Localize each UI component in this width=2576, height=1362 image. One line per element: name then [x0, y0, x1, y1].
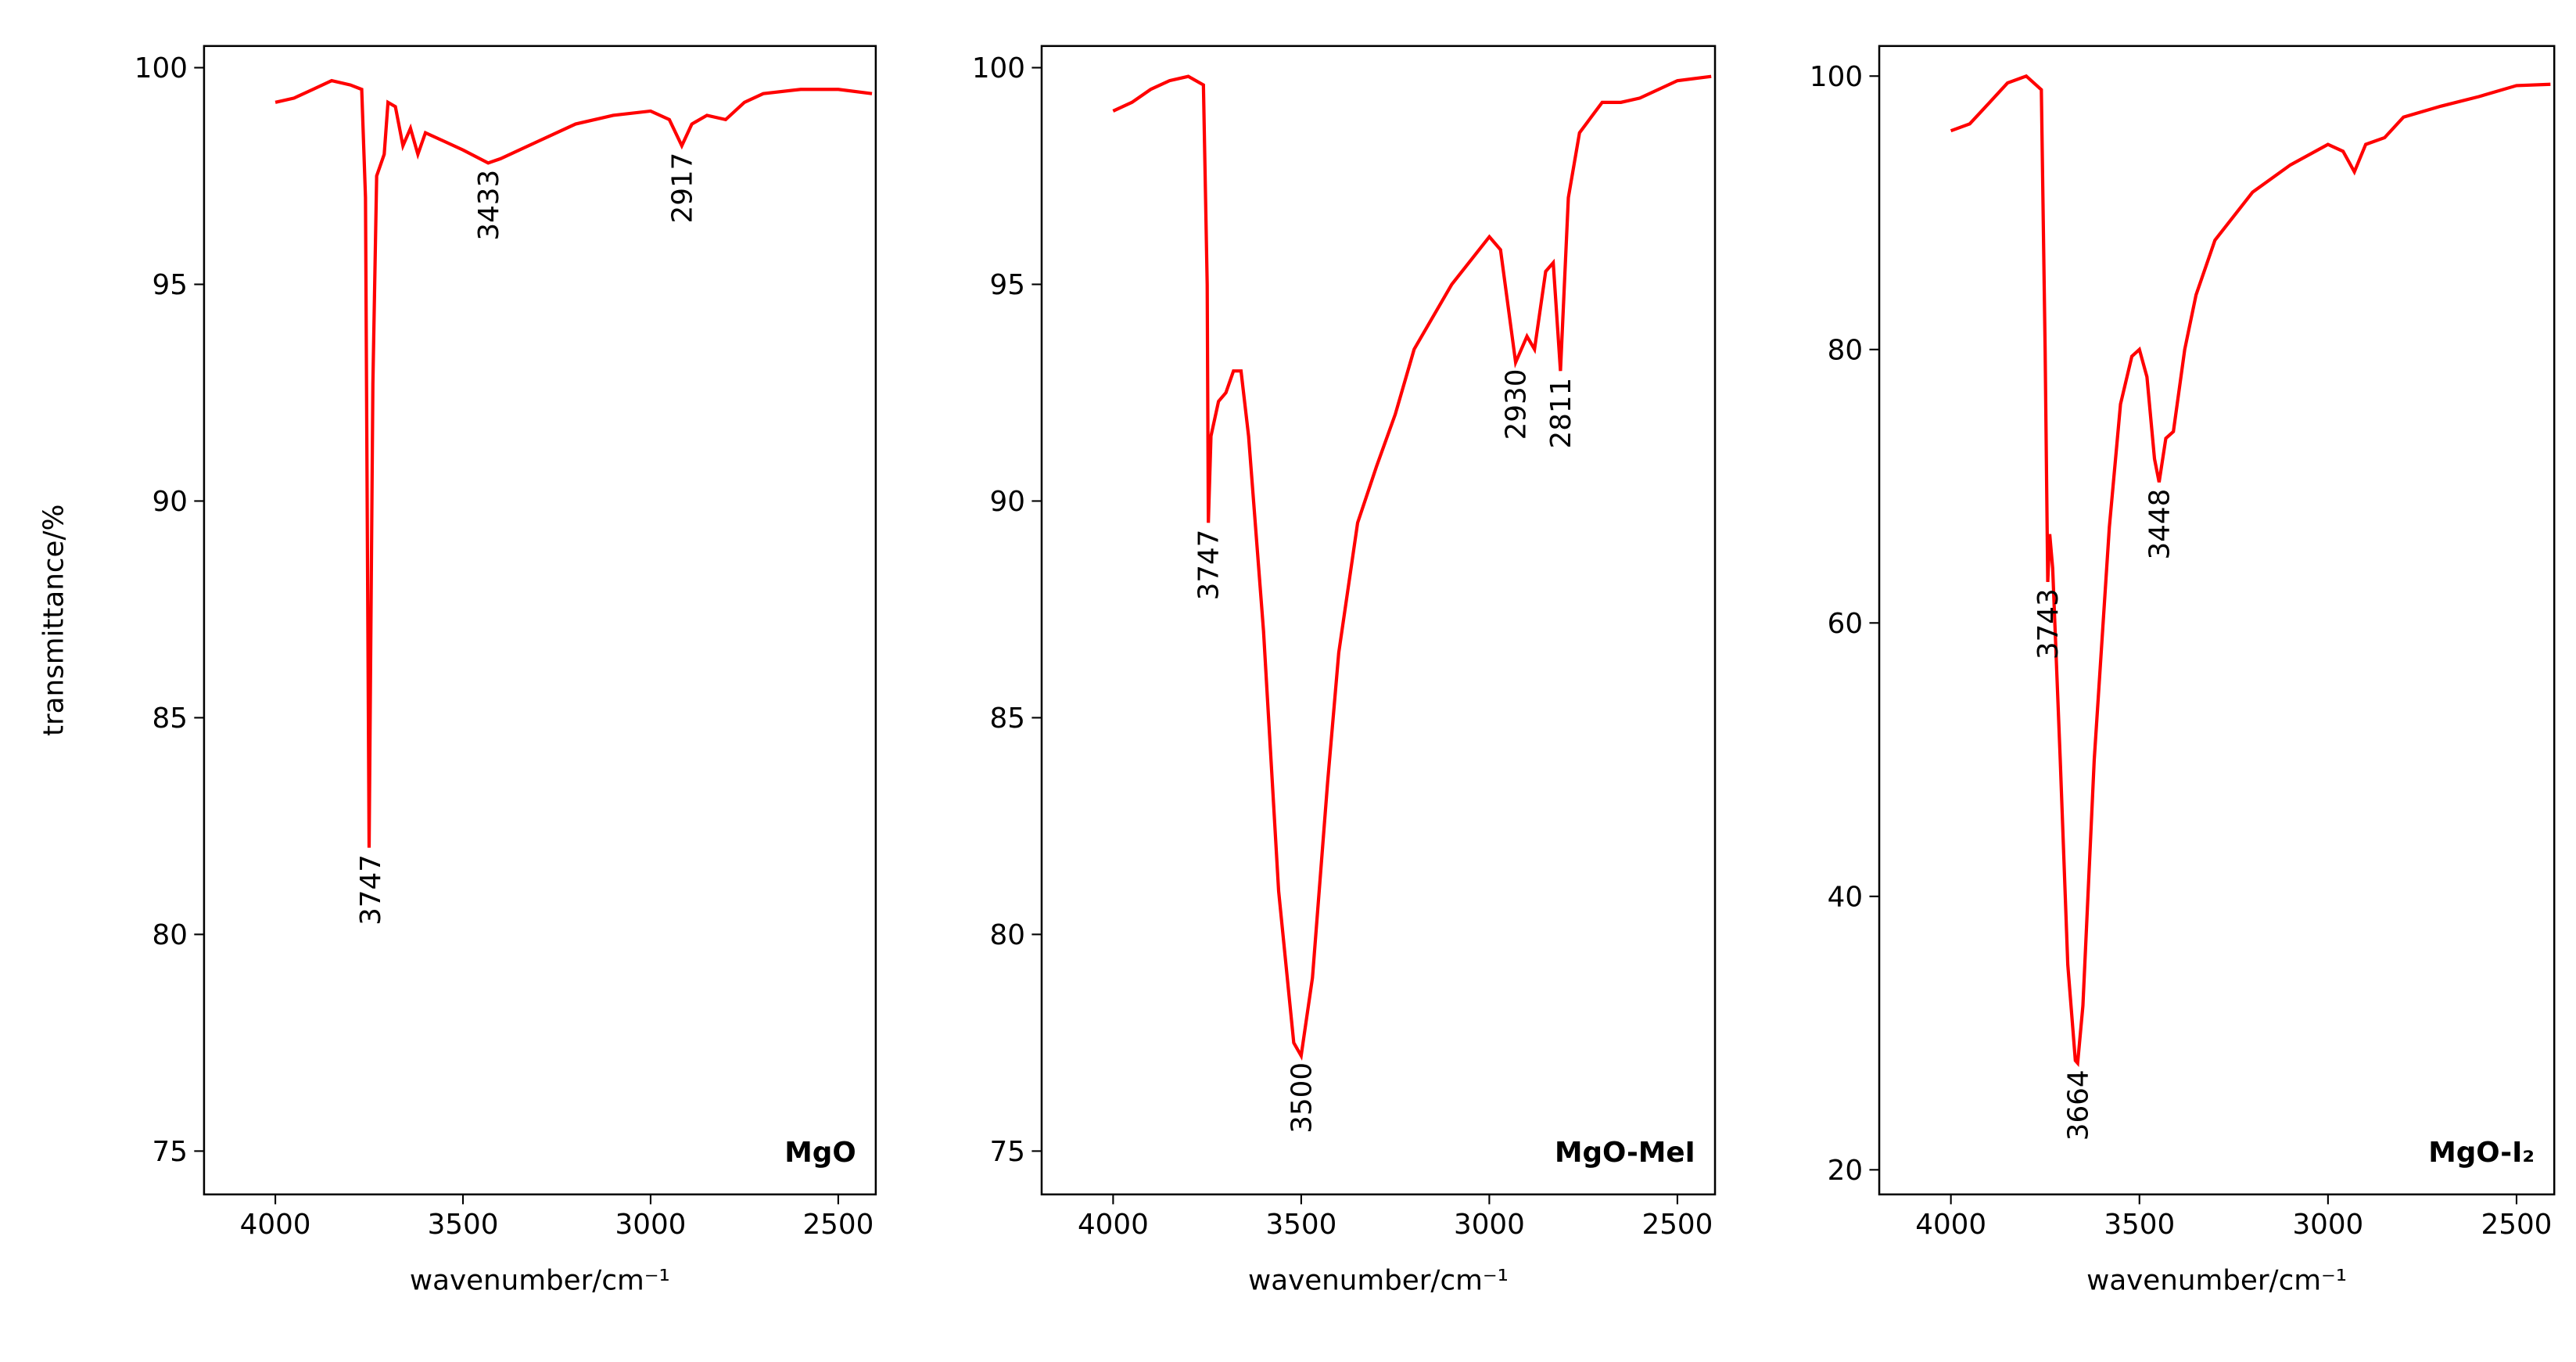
y-tick-label: 100 — [1810, 61, 1863, 93]
peak-annotation: 3500 — [1286, 1062, 1318, 1134]
peak-annotation: 2811 — [1545, 378, 1577, 449]
x-tick-label: 4000 — [1915, 1209, 1986, 1241]
y-tick-label: 100 — [972, 52, 1025, 84]
panel-label: MgO — [784, 1137, 856, 1169]
y-tick-label: 95 — [990, 269, 1025, 301]
y-tick-label: 90 — [990, 486, 1025, 518]
x-tick-label: 2500 — [2481, 1209, 2553, 1241]
x-tick-label: 2500 — [1642, 1209, 1713, 1241]
y-tick-label: 75 — [152, 1136, 187, 1168]
x-tick-label: 3500 — [2104, 1209, 2175, 1241]
peak-annotation: 3433 — [473, 170, 505, 241]
peak-annotation: 3664 — [2062, 1069, 2094, 1141]
panel-label: MgO-MeI — [1555, 1137, 1695, 1169]
y-tick-label: 80 — [990, 919, 1025, 951]
axes-frame — [1878, 45, 2556, 1196]
axes-frame — [203, 45, 877, 1196]
peak-annotation: 3747 — [1193, 530, 1225, 601]
x-axis-label: wavenumber/cm⁻¹ — [1248, 1265, 1509, 1297]
peak-annotation: 2930 — [1501, 369, 1533, 440]
peak-annotation: 2917 — [666, 153, 698, 224]
y-tick-label: 85 — [152, 703, 187, 735]
y-tick-label: 80 — [1828, 334, 1863, 366]
spectrum-line — [1112, 74, 1712, 1061]
panel-label: MgO-I₂ — [2428, 1137, 2535, 1169]
y-tick-label: 60 — [1828, 608, 1863, 640]
y-tick-label: 85 — [990, 703, 1025, 735]
y-tick-label: 90 — [152, 486, 187, 518]
x-tick-label: 3500 — [1265, 1209, 1336, 1241]
spectrum-line — [274, 78, 873, 848]
y-tick-label: 75 — [990, 1136, 1025, 1168]
x-axis-label: wavenumber/cm⁻¹ — [410, 1265, 670, 1297]
y-tick-label: 80 — [152, 919, 187, 951]
peak-annotation: 3448 — [2144, 489, 2176, 560]
peak-annotation: 3743 — [2032, 588, 2065, 659]
x-tick-label: 3000 — [1454, 1209, 1525, 1241]
y-axis-label: transmittance/% — [38, 505, 70, 736]
y-tick-label: 95 — [152, 269, 187, 301]
x-tick-label: 3000 — [615, 1209, 687, 1241]
y-tick-label: 100 — [135, 52, 188, 84]
peak-annotation: 3747 — [355, 854, 387, 925]
spectrum-line — [1950, 74, 2551, 1068]
x-tick-label: 4000 — [240, 1209, 311, 1241]
x-tick-label: 3000 — [2292, 1209, 2363, 1241]
x-tick-label: 2500 — [802, 1209, 874, 1241]
y-tick-label: 20 — [1828, 1155, 1863, 1187]
x-tick-label: 3500 — [428, 1209, 499, 1241]
x-tick-label: 4000 — [1078, 1209, 1149, 1241]
axes-frame — [1040, 45, 1717, 1196]
x-axis-label: wavenumber/cm⁻¹ — [2086, 1265, 2347, 1297]
y-tick-label: 40 — [1828, 881, 1863, 913]
